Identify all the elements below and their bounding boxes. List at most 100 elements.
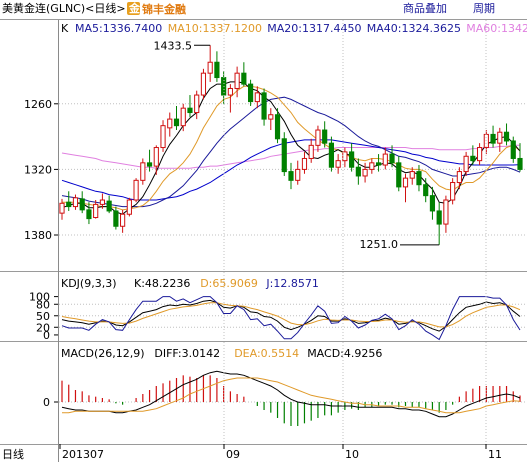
kdj-y-tick: 20 xyxy=(36,321,50,334)
macd-legend: MACD(26,12,9) DIFF:3.0142 DEA:0.5514 MACD:4… xyxy=(61,347,382,360)
candle-body xyxy=(248,83,254,103)
ma10-line xyxy=(62,85,521,211)
candle-body xyxy=(254,92,260,103)
price-panel: K MA5:1336.7400 MA10:1337.1200 MA20:1317.4… xyxy=(24,22,527,251)
macd-panel: MACD(26,12,9) DIFF:3.0142 DEA:0.5514 MACD:4… xyxy=(43,347,527,426)
candle-body xyxy=(429,195,436,212)
high-annotation: 1433.5 xyxy=(154,39,211,52)
candle-body xyxy=(106,200,112,212)
kdj-j-line xyxy=(61,296,521,341)
candle-body xyxy=(443,199,449,225)
candle-body xyxy=(355,166,361,177)
candle-body xyxy=(146,162,153,167)
kdj-d-line xyxy=(61,302,521,328)
ma-legend-item: MA10:1337.1200 xyxy=(168,22,262,35)
instrument-title: 美黄金连(GLNC)<日线> xyxy=(2,1,126,15)
macd-y-tick: 0 xyxy=(43,396,50,409)
price-y-tick: 1320 xyxy=(24,163,52,176)
candle-body xyxy=(227,87,233,96)
candle-body xyxy=(349,151,355,168)
candle-body xyxy=(510,140,516,159)
candle-body xyxy=(200,72,207,96)
candle-body xyxy=(436,210,442,225)
candle-body xyxy=(369,162,375,170)
candle-body xyxy=(133,179,139,201)
candle-body xyxy=(140,162,146,181)
kdj-legend: KDJ(9,3,3) K:48.2236 D:65.9069 J:12.8571 xyxy=(61,277,319,290)
ma-legend-item: MA60:1342 xyxy=(466,22,527,35)
candle-body xyxy=(120,213,126,227)
candle-body xyxy=(503,131,510,142)
x-tick-label: 10 xyxy=(345,448,359,461)
main-panel-prefix: K xyxy=(61,22,69,35)
low-annotation: 1251.0 xyxy=(360,238,440,251)
ma-legend-item: MA20:1317.4450 xyxy=(267,22,361,35)
candle-body xyxy=(180,107,186,127)
x-tick-label: 09 xyxy=(226,448,240,461)
candle-body xyxy=(72,197,79,208)
ma-legend-item: MA5:1336.7400 xyxy=(75,22,162,35)
candle-body xyxy=(409,171,415,179)
candle-body xyxy=(241,72,247,85)
candle-body xyxy=(450,182,456,201)
candle-body xyxy=(517,157,523,170)
macd-diff-line xyxy=(61,370,521,418)
candle-body xyxy=(456,171,462,184)
candle-body xyxy=(79,198,85,211)
kdj-legend-item: K:48.2236 xyxy=(134,277,190,290)
x-tick-label: 201307 xyxy=(62,448,104,461)
overlay-button-label[interactable]: 商品叠加 xyxy=(403,1,447,15)
candle-body xyxy=(375,162,382,166)
candle-body xyxy=(301,157,308,170)
candle-body xyxy=(328,142,334,168)
candle-body xyxy=(66,201,72,208)
candle-body xyxy=(268,114,274,120)
candle-body xyxy=(113,210,119,227)
candle-body xyxy=(187,107,193,114)
candle-body xyxy=(389,153,395,164)
low-label: 1251.0 xyxy=(360,238,399,251)
x-axis: 201307 09 10 11 xyxy=(59,20,502,461)
kdj-y-tick: 80 xyxy=(36,298,50,311)
candle-body xyxy=(423,184,429,197)
brand-label: 锦丰金融 xyxy=(142,2,186,16)
ma60-line xyxy=(61,144,520,169)
candle-body xyxy=(362,168,368,177)
candle-body xyxy=(173,118,180,127)
ma-legend: MA5:1336.7400 MA10:1337.1200 MA20:1317.445… xyxy=(75,22,527,35)
macd-legend-item: DIFF:3.0142 xyxy=(154,347,220,360)
kdj-y-tick: 100 xyxy=(29,291,50,304)
candle-body xyxy=(160,125,166,149)
period-button[interactable]: 周期 xyxy=(473,2,495,15)
candle-body xyxy=(497,131,503,144)
candle-body xyxy=(396,162,402,188)
candle-body xyxy=(167,118,173,129)
candle-body xyxy=(308,144,314,159)
candle-body xyxy=(281,138,287,173)
kdj-legend-item: D:65.9069 xyxy=(200,277,258,290)
candle-body xyxy=(288,171,294,181)
candle-body xyxy=(490,133,496,144)
kdj-legend-item: J:12.8571 xyxy=(265,277,318,290)
macd-dea-line xyxy=(62,377,521,414)
candle-body xyxy=(463,155,469,173)
period-label: 日线 xyxy=(2,447,24,461)
candle-body xyxy=(274,114,281,140)
candle-body xyxy=(126,199,132,215)
candle-body xyxy=(470,155,476,162)
macd-legend-item: MACD:4.9256 xyxy=(307,347,382,360)
overlay-button[interactable]: 商品叠加 xyxy=(403,1,447,15)
kdj-legend-item: KDJ(9,3,3) xyxy=(61,277,117,290)
candle-body xyxy=(342,151,348,162)
candle-body xyxy=(153,147,159,167)
candle-body xyxy=(207,61,213,74)
candle-body xyxy=(86,209,92,220)
candle-body xyxy=(99,199,105,205)
candle-body xyxy=(93,203,99,219)
candle-body xyxy=(234,72,240,89)
ma-legend-item: MA40:1324.3625 xyxy=(367,22,461,35)
x-tick-label: 11 xyxy=(488,448,502,461)
period-button-label[interactable]: 周期 xyxy=(473,2,495,15)
